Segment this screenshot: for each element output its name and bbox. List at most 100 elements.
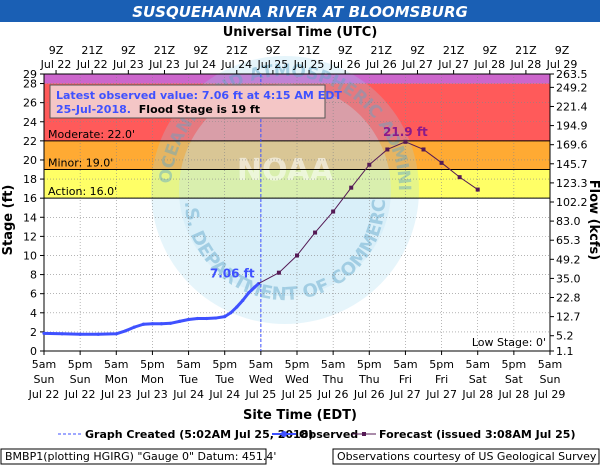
observed-point [235,305,239,309]
edt-tick-time: 5am [176,358,200,371]
y-tick-label: 4 [30,307,37,320]
observed-point [114,332,118,336]
forecast-point [295,253,299,258]
utc-tick-date: Jul 23 [112,58,144,71]
edt-tick-time: 5pm [140,358,165,371]
observed-point [229,311,233,315]
band-label-minor: Minor: 19.0' [48,157,113,170]
latest-observed-line1: Latest observed value: 7.06 ft at 4:15 A… [56,89,342,102]
y-tick-label: 8 [30,269,37,282]
observed-point [60,332,64,336]
edt-tick-time: 5pm [285,358,310,371]
edt-tick-date: Jul 23 [100,388,132,401]
utc-tick-date: Jul 28 [473,58,505,71]
y-tick-label: 16 [23,192,37,205]
edt-tick-day: Sat [505,373,524,386]
latest-observed-line2: 25-Jul-2018. Flood Stage is 19 ft [56,103,260,116]
observed-point [96,332,100,336]
y2-tick-label: 123.3 [556,177,588,190]
observed-point [123,329,127,333]
edt-tick-day: Sun [70,373,91,386]
utc-tick-time: 21Z [154,44,176,57]
utc-tick-date: Jul 22 [40,58,72,71]
utc-tick-time: 9Z [193,44,208,57]
y2-tick-label: 22.8 [556,292,581,305]
top-axis-title: Universal Time (UTC) [223,25,378,40]
footer-right: Observations courtesy of US Geological S… [337,450,597,463]
y-tick-label: 10 [23,249,37,262]
edt-tick-date: Jul 28 [497,388,529,401]
observed-point [196,316,200,321]
observed-point [159,322,164,326]
legend: Graph Created (5:02AM Jul 25, 2018) Obse… [58,428,576,441]
latest-observed-box: Latest observed value: 7.06 ft at 4:15 A… [49,84,342,119]
edt-tick-date: Jul 26 [353,388,385,401]
observed-point [168,321,173,325]
bottom-axis-title: Site Time (EDT) [243,408,357,423]
watermark-inner [179,84,391,296]
band-label-moderate: Moderate: 22.0' [48,128,135,141]
y2-tick-label: 102.2 [556,196,588,209]
edt-tick-day: Mon [105,373,128,386]
axes: 0246810121416182022242628291.15.212.722.… [23,44,588,401]
utc-tick-time: 21Z [443,44,465,57]
edt-tick-time: 5am [465,358,489,371]
forecast-point [276,270,281,275]
utc-tick-time: 21Z [81,44,103,57]
edt-tick-time: 5am [32,358,56,371]
y-tick-label: 28 [23,78,37,91]
observed-point [205,316,209,321]
edt-tick-day: Sun [540,373,561,386]
observed-point [214,316,218,320]
utc-tick-time: 9Z [121,44,136,57]
observed-point [132,325,136,329]
edt-tick-day: Wed [249,373,273,386]
edt-tick-time: 5am [321,358,345,371]
y-right-title: Flow (kcfs) [586,180,600,260]
title-bar [0,0,600,22]
edt-tick-date: Jul 22 [28,388,60,401]
forecast-point [331,209,336,214]
observed-point [42,331,46,335]
y-tick-label: 6 [30,288,37,301]
y2-tick-label: 49.2 [556,253,581,266]
utc-tick-date: Jul 25 [293,58,325,71]
y2-tick-label: 35.0 [556,272,581,285]
y2-tick-label: 169.6 [556,139,588,152]
observed-point [223,315,227,319]
edt-tick-time: 5pm [429,358,454,371]
edt-tick-time: 5pm [212,358,237,371]
utc-tick-date: Jul 27 [401,58,433,71]
forecast-point [313,230,318,235]
y2-tick-label: 12.7 [556,311,581,324]
watermark-disk [151,56,419,324]
y-tick-label: 18 [23,173,37,186]
y-left-title: Stage (ft) [1,185,16,256]
edt-tick-date: Jul 24 [208,388,240,401]
y-tick-label: 2 [30,326,37,339]
edt-tick-day: Sun [34,373,55,386]
edt-tick-time: 5pm [68,358,93,371]
forecast-point [385,147,390,152]
observed-point [141,322,145,326]
utc-tick-time: 9Z [482,44,497,57]
y-tick-label: 24 [23,116,37,129]
flood-stage-text: Flood Stage is 19 ft [139,103,260,116]
observed-point [241,298,245,302]
observed-point [253,285,257,289]
utc-tick-date: Jul 24 [184,58,216,71]
forecast-point [421,147,426,152]
latest-observed-box-bg [49,84,326,119]
utc-tick-date: Jul 28 [510,58,542,71]
utc-tick-date: Jul 26 [365,58,397,71]
y-tick-label: 20 [23,154,37,167]
utc-tick-date: Jul 23 [148,58,180,71]
observed-point [150,322,155,326]
footer-left: BMBP1(plotting HGIRG) "Gauge 0" Datum: 4… [5,450,276,463]
legend-observed-label: Observed [299,428,358,441]
edt-tick-day: Wed [285,373,309,386]
observed-point [186,317,191,322]
observed-point [78,332,82,336]
utc-tick-date: Jul 25 [257,58,289,71]
